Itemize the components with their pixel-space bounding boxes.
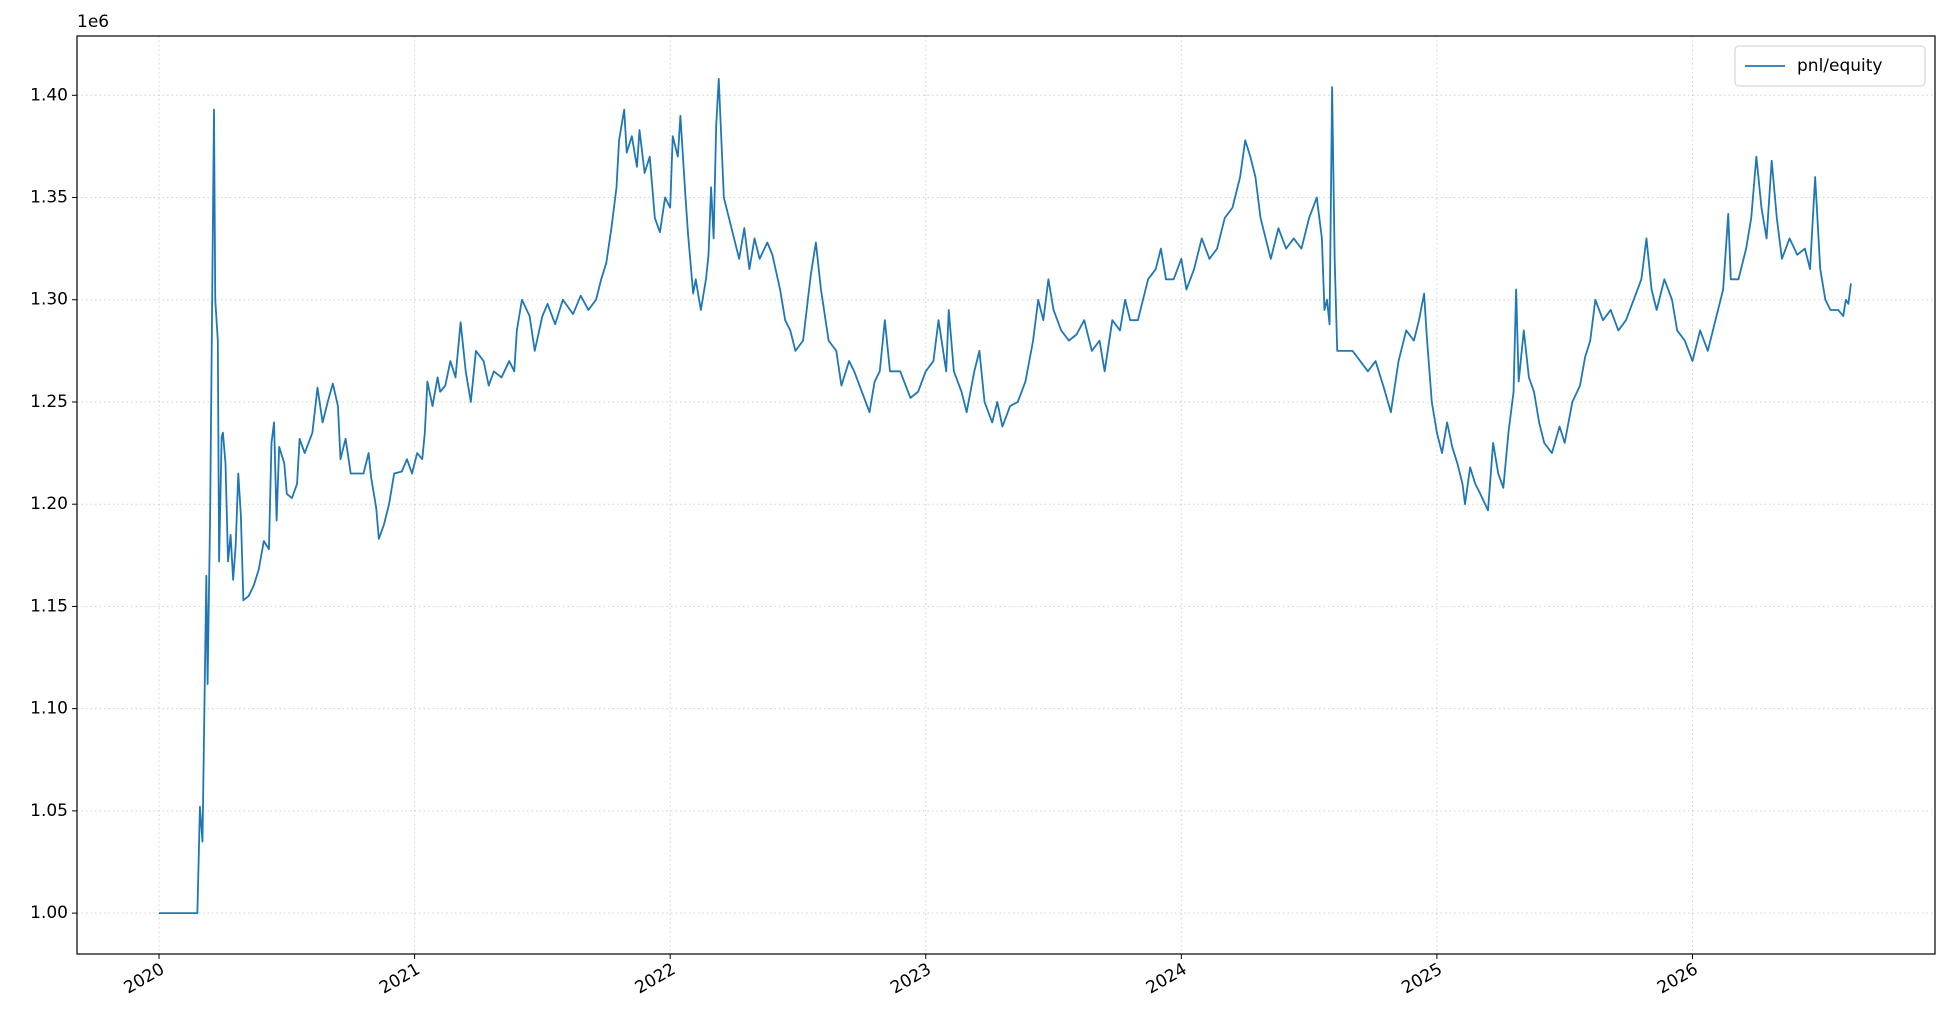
x-tick-label: 2021 bbox=[376, 959, 423, 998]
y-tick-label: 1.20 bbox=[30, 494, 68, 514]
y-tick-label: 1.40 bbox=[30, 85, 68, 105]
x-tick-label: 2023 bbox=[887, 959, 934, 998]
data-line bbox=[159, 78, 1852, 915]
x-tick-label: 2022 bbox=[632, 959, 679, 998]
plot-frame bbox=[76, 35, 1936, 955]
x-tick-label: 2026 bbox=[1654, 959, 1701, 998]
legend-label: pnl/equity bbox=[1797, 56, 1883, 76]
y-tick-label: 1.10 bbox=[30, 699, 68, 719]
legend-box bbox=[1734, 45, 1926, 87]
y-tick-label: 1.00 bbox=[30, 903, 68, 923]
x-tick-label: 2024 bbox=[1143, 959, 1190, 998]
y-tick-label: 1.05 bbox=[30, 801, 68, 821]
y-offset-label: 1e6 bbox=[77, 12, 109, 32]
x-tick-label: 2020 bbox=[121, 959, 168, 998]
x-tick-label: 2025 bbox=[1398, 959, 1445, 998]
y-tick-label: 1.35 bbox=[30, 188, 68, 208]
y-tick-label: 1.30 bbox=[30, 290, 68, 310]
legend: pnl/equity bbox=[1734, 45, 1926, 87]
y-tick-label: 1.25 bbox=[30, 392, 68, 412]
y-tick-label: 1.15 bbox=[30, 596, 68, 616]
